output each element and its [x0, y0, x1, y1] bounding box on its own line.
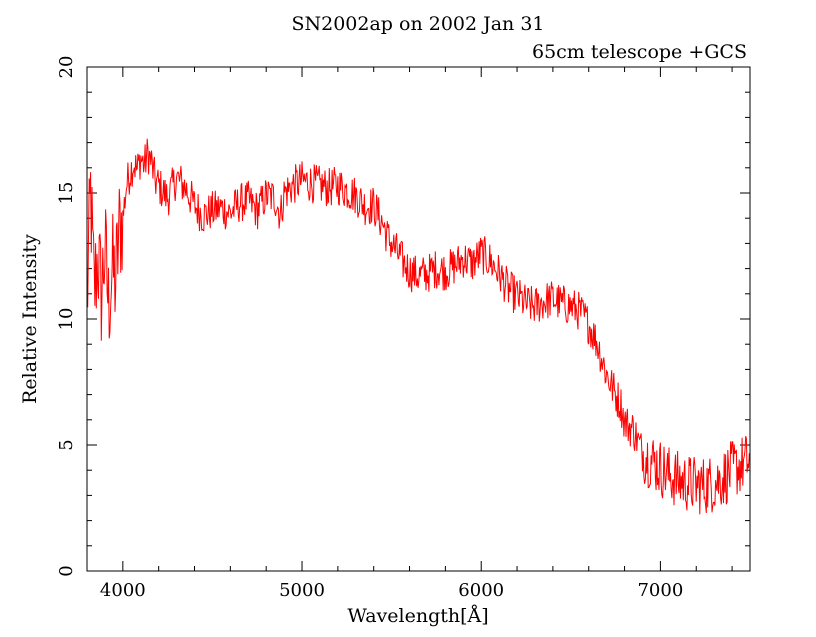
chart-title: SN2002ap on 2002 Jan 31	[291, 13, 544, 35]
x-tick-label: 5000	[279, 580, 325, 601]
y-tick-label: 0	[56, 565, 77, 576]
y-tick-label: 10	[56, 308, 77, 331]
y-tick-label: 20	[56, 56, 77, 79]
x-axis-label: Wavelength[Å]	[347, 605, 488, 627]
plot-frame	[86, 66, 751, 572]
x-tick-label: 4000	[100, 580, 146, 601]
x-tick-label: 7000	[637, 580, 683, 601]
x-tick-label: 6000	[458, 580, 504, 601]
tick-labels: 4000 5000 6000 7000 0 5 10 15 20	[56, 56, 683, 601]
chart-subtitle: 65cm telescope +GCS	[532, 41, 747, 63]
y-tick-label: 5	[56, 439, 77, 450]
y-axis-label: Relative Intensity	[19, 234, 41, 404]
y-tick-label: 15	[56, 182, 77, 205]
axis-ticks	[86, 66, 750, 572]
series-line-spectrum	[86, 138, 751, 515]
